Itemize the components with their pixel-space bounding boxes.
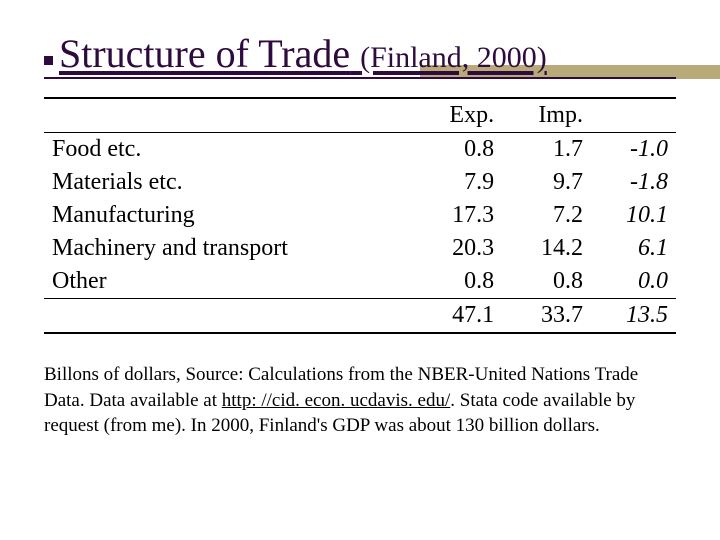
table-row: Machinery and transport 20.3 14.2 6.1 — [44, 232, 676, 265]
row-label: Other — [44, 265, 413, 299]
cell-imp: 14.2 — [502, 232, 591, 265]
col-blank — [44, 98, 413, 133]
row-label: Food etc. — [44, 133, 413, 167]
table-row: Materials etc. 7.9 9.7 -1.8 — [44, 166, 676, 199]
title-block: Structure of Trade (Finland, 2000) — [44, 30, 676, 79]
cell-net: 6.1 — [591, 232, 676, 265]
cell-net: -1.0 — [591, 133, 676, 167]
caption: Billons of dollars, Source: Calculations… — [44, 362, 676, 439]
total-imp: 33.7 — [502, 299, 591, 334]
table-row: Manufacturing 17.3 7.2 10.1 — [44, 199, 676, 232]
cell-imp: 9.7 — [502, 166, 591, 199]
cell-exp: 7.9 — [413, 166, 502, 199]
row-label: Materials etc. — [44, 166, 413, 199]
col-imp: Imp. — [502, 98, 591, 133]
cell-net: 0.0 — [591, 265, 676, 299]
table-header-row: Exp. Imp. — [44, 98, 676, 133]
table-row: Food etc. 0.8 1.7 -1.0 — [44, 133, 676, 167]
cell-exp: 0.8 — [413, 265, 502, 299]
cell-imp: 1.7 — [502, 133, 591, 167]
cell-net: 10.1 — [591, 199, 676, 232]
row-label: Machinery and transport — [44, 232, 413, 265]
cell-exp: 20.3 — [413, 232, 502, 265]
bullet-square-icon — [44, 56, 53, 65]
table-row: Other 0.8 0.8 0.0 — [44, 265, 676, 299]
total-blank — [44, 299, 413, 334]
title-sub: (Finland, 2000) — [360, 41, 547, 74]
cell-imp: 7.2 — [502, 199, 591, 232]
caption-link: http: //cid. econ. ucdavis. edu/ — [222, 390, 450, 411]
total-exp: 47.1 — [413, 299, 502, 334]
title-main: Structure of Trade — [59, 31, 350, 76]
row-label: Manufacturing — [44, 199, 413, 232]
page-title: Structure of Trade (Finland, 2000) — [44, 30, 676, 79]
cell-imp: 0.8 — [502, 265, 591, 299]
col-exp: Exp. — [413, 98, 502, 133]
cell-exp: 17.3 — [413, 199, 502, 232]
cell-net: -1.8 — [591, 166, 676, 199]
col-net — [591, 98, 676, 133]
table-total-row: 47.1 33.7 13.5 — [44, 299, 676, 334]
trade-table: Exp. Imp. Food etc. 0.8 1.7 -1.0 Materia… — [44, 97, 676, 334]
total-net: 13.5 — [591, 299, 676, 334]
cell-exp: 0.8 — [413, 133, 502, 167]
